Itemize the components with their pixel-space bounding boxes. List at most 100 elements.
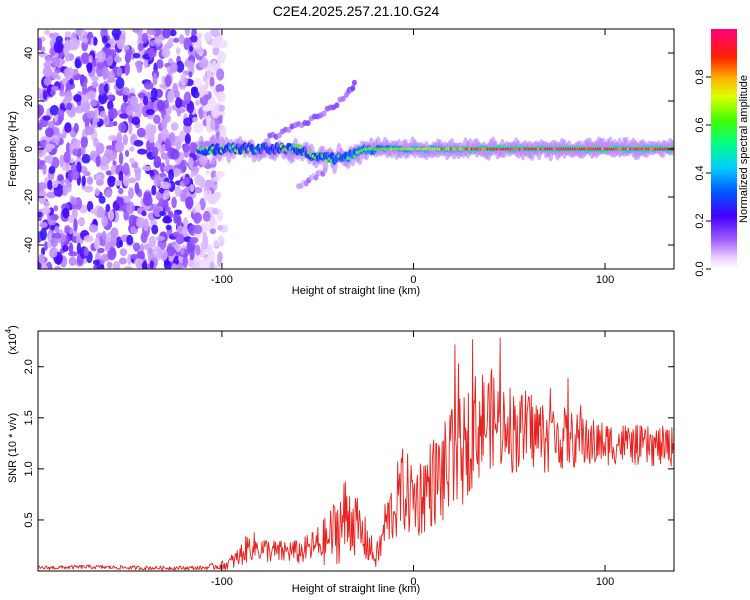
noise-blob xyxy=(137,148,148,155)
noise-blob xyxy=(54,225,60,233)
noise-blob xyxy=(143,81,154,90)
noise-blob xyxy=(88,55,93,63)
noise-blob xyxy=(112,121,118,127)
noise-blob xyxy=(96,50,106,63)
noise-blob xyxy=(95,179,104,186)
noise-blob xyxy=(80,29,87,36)
noise-blob xyxy=(141,210,147,217)
noise-blob xyxy=(189,236,199,244)
noise-blob xyxy=(118,152,124,165)
noise-blob xyxy=(188,45,194,53)
noise-blob xyxy=(97,121,102,128)
noise-blob xyxy=(176,214,182,227)
noise-blob xyxy=(161,143,166,152)
noise-blob xyxy=(53,205,59,212)
noise-blob xyxy=(129,157,136,164)
noise-blob xyxy=(128,122,133,135)
spectrogram-ytick-label: -40 xyxy=(23,237,35,253)
snr-line-layer xyxy=(38,337,674,571)
noise-blob xyxy=(153,245,162,253)
noise-blob xyxy=(42,89,48,101)
noise-blob xyxy=(132,52,141,59)
noise-blob xyxy=(122,175,130,187)
noise-blob xyxy=(70,163,78,173)
noise-blob xyxy=(68,256,77,266)
noise-blob xyxy=(175,46,181,55)
noise-blob xyxy=(107,176,116,182)
noise-blob xyxy=(38,182,47,191)
noise-blob xyxy=(99,110,107,118)
noise-blob xyxy=(187,60,195,72)
noise-blob xyxy=(100,253,110,262)
figure-title: C2E4.2025.257.21.10.G24 xyxy=(273,3,440,19)
noise-blob xyxy=(52,232,62,239)
noise-blob xyxy=(171,263,178,269)
noise-blob xyxy=(116,132,123,144)
noise-blob xyxy=(64,31,72,38)
noise-blob xyxy=(59,102,66,111)
noise-blob xyxy=(119,113,129,119)
noise-blob xyxy=(169,29,177,37)
noise-blob xyxy=(147,247,153,255)
noise-blob xyxy=(216,68,225,81)
noise-blob xyxy=(50,247,58,258)
noise-blob xyxy=(41,264,48,269)
spectrogram-ytick-label: 20 xyxy=(23,95,35,107)
noise-blob xyxy=(46,191,57,199)
noise-blob xyxy=(83,235,94,243)
noise-blob xyxy=(150,87,158,100)
noise-blob xyxy=(71,170,80,181)
spectrogram-panel: -100 0 100 -40 -20 0 20 40 Height of straight l… xyxy=(7,28,675,297)
noise-blob xyxy=(83,247,89,257)
noise-blob xyxy=(214,118,219,131)
noise-blob xyxy=(92,37,98,46)
noise-blob xyxy=(146,29,157,36)
noise-blob xyxy=(50,225,55,231)
snr-plot-area xyxy=(38,331,674,571)
noise-blob xyxy=(194,201,201,213)
noise-blob xyxy=(211,207,219,215)
noise-blob xyxy=(124,64,130,76)
svg-text:(x104): (x104) xyxy=(4,325,19,355)
noise-blob xyxy=(98,92,108,105)
noise-blob xyxy=(64,122,72,133)
noise-blob xyxy=(217,235,225,248)
noise-blob xyxy=(185,196,194,210)
noise-blob xyxy=(123,265,133,269)
noise-blob xyxy=(170,62,178,73)
noise-blob xyxy=(203,190,208,203)
noise-blob xyxy=(151,146,159,157)
noise-blob xyxy=(156,99,165,111)
noise-blob xyxy=(74,105,84,114)
noise-blob xyxy=(162,29,171,39)
noise-blob xyxy=(169,148,180,160)
noise-blob xyxy=(88,224,99,233)
noise-blob xyxy=(175,97,183,109)
upper-branch-blob xyxy=(321,110,327,117)
noise-blob xyxy=(41,207,51,215)
noise-blob xyxy=(209,261,215,269)
noise-blob xyxy=(64,50,70,62)
noise-blob xyxy=(132,29,140,33)
noise-blob xyxy=(81,175,86,187)
noise-blob xyxy=(113,56,123,63)
noise-blob xyxy=(204,78,209,90)
noise-blob xyxy=(174,185,182,197)
noise-blob xyxy=(44,127,55,138)
noise-blob xyxy=(136,60,143,73)
noise-blob xyxy=(99,160,109,167)
noise-blob xyxy=(81,52,90,64)
noise-blob xyxy=(134,182,140,195)
noise-blob xyxy=(192,90,200,99)
noise-blob xyxy=(148,235,157,248)
noise-blob xyxy=(175,141,182,151)
noise-blob xyxy=(174,243,180,250)
noise-blob xyxy=(122,134,129,146)
noise-blob xyxy=(209,228,216,235)
noise-blob xyxy=(174,89,180,99)
noise-blob xyxy=(141,32,149,44)
noise-blob xyxy=(92,259,100,266)
upper-branch-blob xyxy=(276,132,282,139)
noise-blob xyxy=(90,124,95,134)
noise-blob xyxy=(89,150,97,162)
